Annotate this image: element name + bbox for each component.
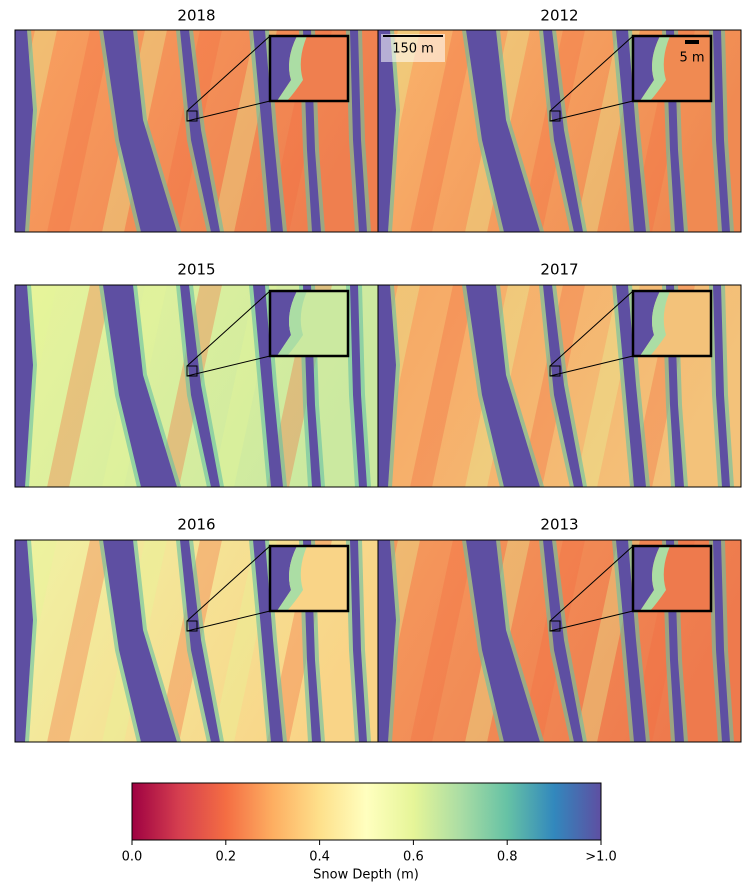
scale-label: 5 m [679, 51, 704, 66]
panel-title: 2015 [177, 261, 215, 279]
colorbar-label: Snow Depth (m) [313, 868, 419, 883]
panel-title: 2016 [177, 516, 215, 534]
scale-label: 150 m [392, 42, 434, 57]
panel-title: 2013 [540, 516, 578, 534]
map-panel: 2017 [355, 261, 741, 488]
map-panel: 2016 [0, 516, 378, 743]
panel-title: 2012 [540, 7, 578, 25]
colorbar-tick-label: 0.6 [403, 850, 424, 865]
panel-title: 2018 [177, 7, 215, 25]
map-panel: 2018 [0, 7, 378, 233]
colorbar-tick-label: 0.2 [215, 850, 236, 865]
map-panel: 2015 [0, 261, 378, 488]
colorbar-tick-label: >1.0 [585, 850, 617, 865]
figure: 2018 2012 150 m 5 m 2015 2017 2016 2013 Snow De… [0, 0, 742, 884]
colorbar-tick-label: 0.0 [122, 850, 143, 865]
map-panel: 2012 150 m 5 m [355, 7, 741, 233]
map-panel: 2013 [355, 516, 741, 743]
panel-title: 2017 [540, 261, 578, 279]
colorbar [132, 783, 601, 840]
colorbar-tick-label: 0.4 [309, 850, 330, 865]
colorbar-tick-label: 0.8 [497, 850, 518, 865]
